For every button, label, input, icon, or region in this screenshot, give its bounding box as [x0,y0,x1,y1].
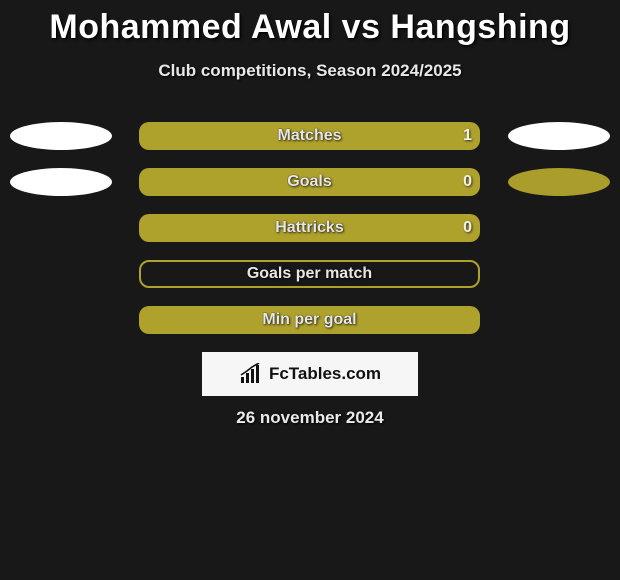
stat-label: Goals [287,173,331,191]
right-pill [508,168,610,196]
stat-label: Hattricks [275,219,343,237]
stat-label: Matches [277,127,341,145]
stat-bar: Min per goal [139,306,480,334]
left-pill [10,122,112,150]
stat-bar: Matches 1 [139,122,480,150]
brand-badge[interactable]: FcTables.com [202,352,418,396]
stat-label: Min per goal [262,311,356,329]
stat-value: 1 [463,127,472,145]
footer-date: 26 november 2024 [0,408,620,428]
page-title: Mohammed Awal vs Hangshing [0,0,620,47]
brand-text: FcTables.com [269,364,381,384]
stat-bar: Hattricks 0 [139,214,480,242]
stat-bar: Goals 0 [139,168,480,196]
stat-bar: Goals per match [139,260,480,288]
stat-row-min-per-goal: Min per goal [0,306,620,334]
stat-row-matches: Matches 1 [0,122,620,150]
stats-container: Matches 1 Goals 0 Hattricks 0 Goals per … [0,122,620,334]
stat-row-hattricks: Hattricks 0 [0,214,620,242]
stat-value: 0 [463,219,472,237]
bar-chart-icon [239,363,265,385]
page-subtitle: Club competitions, Season 2024/2025 [0,61,620,81]
stat-row-goals-per-match: Goals per match [0,260,620,288]
left-pill [10,168,112,196]
right-pill [508,122,610,150]
stat-value: 0 [463,173,472,191]
stat-row-goals: Goals 0 [0,168,620,196]
stat-label: Goals per match [247,265,372,283]
